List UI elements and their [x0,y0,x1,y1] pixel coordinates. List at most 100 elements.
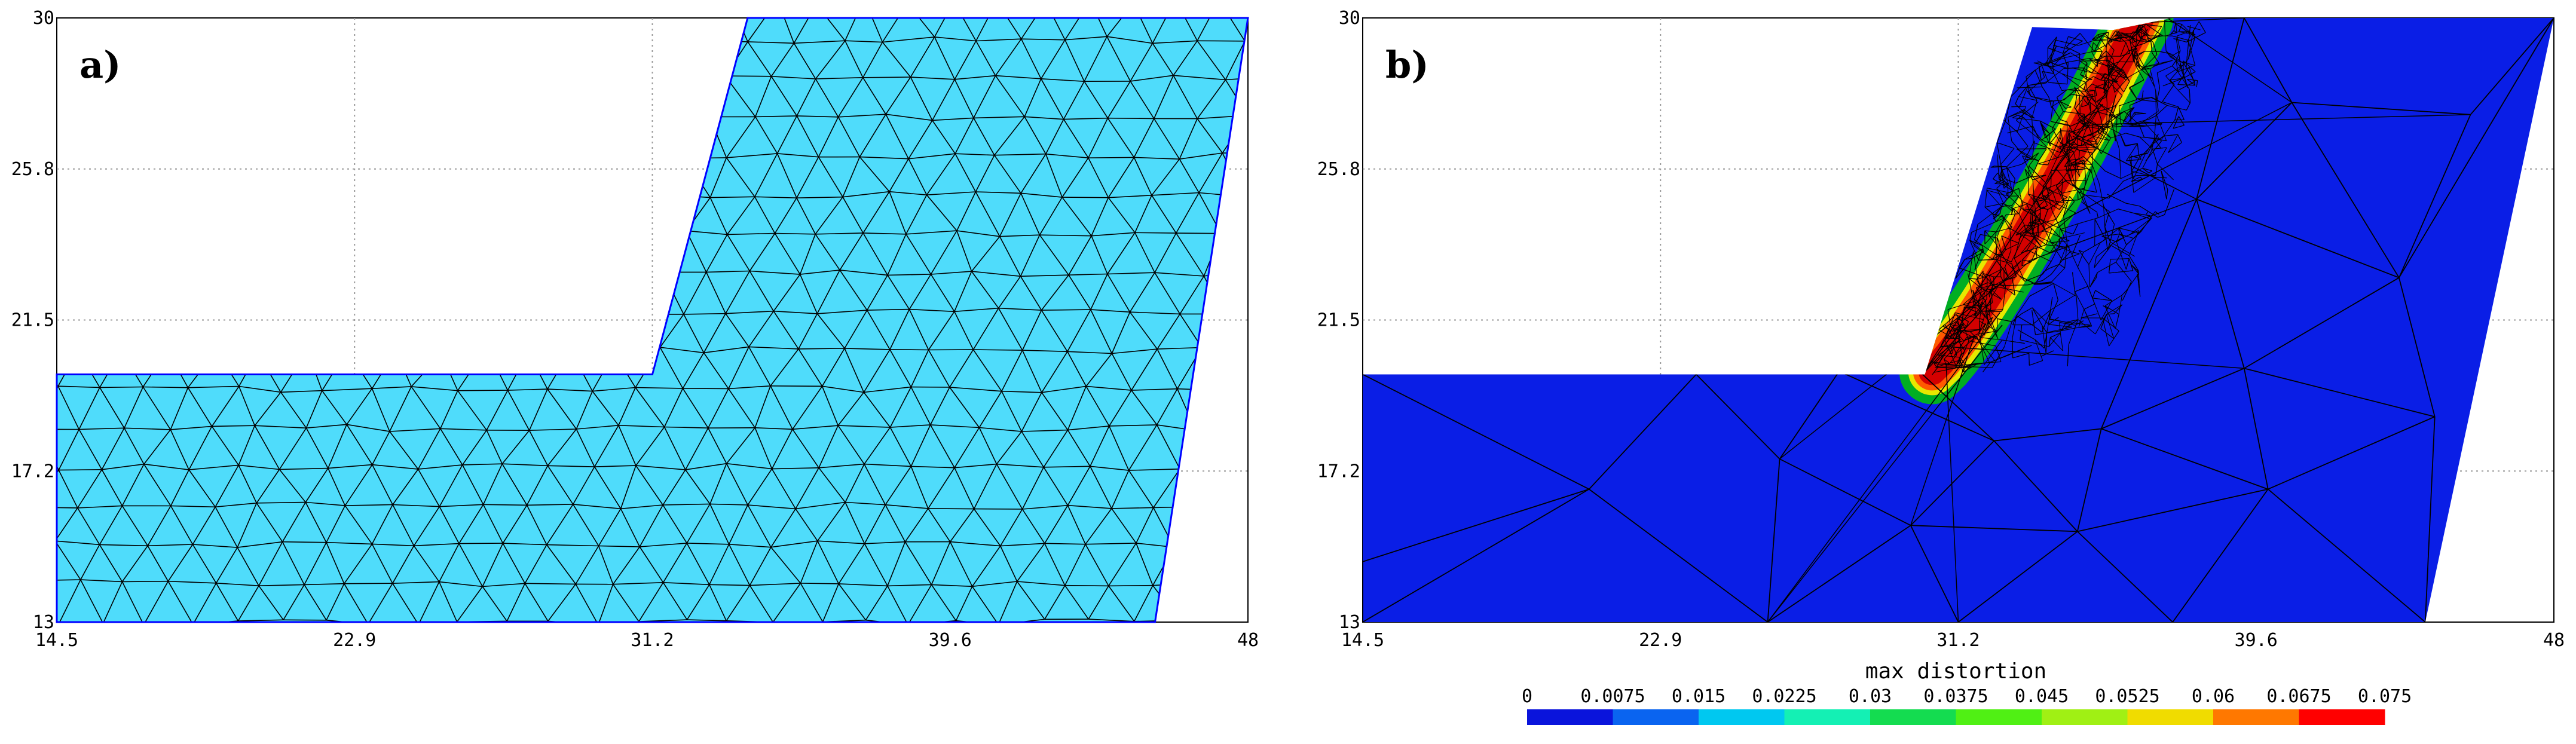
mesh-edge [613,0,641,3]
mesh-edge [1309,275,1336,313]
mesh-edge [954,1,997,2]
mesh-edge [1246,347,1289,349]
x-tick-label: 39.6 [929,630,972,651]
mesh-edge [1088,157,1134,158]
mesh-edge [1268,470,1293,507]
mesh-edge [12,115,34,158]
colorbar-swatch [1699,709,1785,725]
mesh-edge [976,0,997,1]
mesh-edge [1289,347,1338,351]
mesh-edge [1067,0,1090,1]
mesh-edge [2129,126,2140,127]
x-tick-label: 22.9 [1639,630,1682,651]
mesh-edge [32,507,55,541]
colorbar-swatch [1785,709,1871,725]
colorbar-title: max distortion [1865,659,2046,684]
mesh-edge [1291,548,1313,586]
colorbar-label: 0.0075 [1580,686,1645,707]
mesh-edge [504,1,552,4]
mesh-edge [770,386,822,387]
mesh-edge [13,353,36,390]
y-tick-label: 21.5 [1317,310,1360,331]
mesh-edge [36,353,58,386]
mesh-edge [571,0,595,1]
mesh-edge [1264,313,1308,314]
colorbar-label: 0 [1522,686,1532,707]
mesh-edge [284,1,322,2]
mesh-edge [551,0,571,1]
colorbar-swatch [1613,709,1699,725]
panel-label-a: a) [79,43,121,87]
mesh-edge [1290,40,1336,41]
mesh-edge [1246,349,1268,386]
mesh-edge [1981,311,2001,312]
mesh-edge [1245,1,1271,41]
x-tick-label: 39.6 [2235,630,2278,651]
mesh-edge [458,390,508,391]
y-tick-label: 21.5 [11,310,54,331]
mesh-edge [13,390,38,429]
mesh-edge [1293,270,1336,275]
mesh-edge [123,581,169,582]
mesh-edge [103,623,144,625]
mesh-edge [1289,313,1309,347]
mesh-edge [816,0,842,4]
mesh-edge [1268,386,1291,427]
mesh-edge [1316,81,1334,116]
mesh-edge [419,0,439,4]
mesh-edge [1293,232,1315,270]
x-tick-label: 14.5 [35,630,78,651]
mesh-edge [305,0,322,2]
mesh-edge [1264,314,1289,347]
mesh-edge [932,0,954,2]
mesh-edge [16,78,60,81]
mesh-edge [1266,77,1287,114]
mesh-edge [38,197,56,232]
mesh-edge [1962,367,1972,368]
mesh-edge [1316,41,1336,81]
mesh-edge [15,232,56,235]
mesh-edge [778,0,816,4]
mesh-edge [101,0,126,4]
colorbar-label: 0.06 [2192,686,2235,707]
mesh-edge [125,0,148,1]
mesh-edge [234,0,284,1]
mesh-edge [1248,114,1287,115]
mesh-edge [58,623,103,626]
x-tick-label: 48 [1237,630,1259,651]
mesh-edge [1315,232,1336,275]
colorbar-swatch [2213,709,2299,725]
y-tick-label: 25.8 [11,159,54,180]
mesh-edge [662,0,686,1]
mesh-edge [15,235,36,270]
mesh-edge [907,2,954,4]
mesh-edge [1271,0,1294,1]
mesh-edge [816,0,864,4]
x-tick-label: 14.5 [1341,630,1384,651]
colorbar-swatch [1527,709,1613,725]
mesh-edge [1293,467,1311,507]
mesh-edge [13,541,55,547]
mesh-edge [1265,543,1291,586]
mesh-edge [13,507,32,547]
mesh-edge [2011,106,2026,107]
mesh-edge [13,547,32,580]
mesh-edge [16,81,34,115]
mesh-edge [2161,124,2162,125]
mesh-edge [75,0,101,4]
mesh-edge [419,0,460,4]
mesh-edge [2092,51,2103,52]
mesh-edge [1268,114,1287,154]
mesh-edge [1090,0,1110,1]
mesh-edge [2136,32,2137,42]
mesh-edge [1062,197,1108,198]
mesh-edge [1313,392,1332,425]
y-tick-label: 30 [33,8,54,29]
mesh-edge [1290,0,1310,39]
mesh-edge [1271,0,1310,1]
